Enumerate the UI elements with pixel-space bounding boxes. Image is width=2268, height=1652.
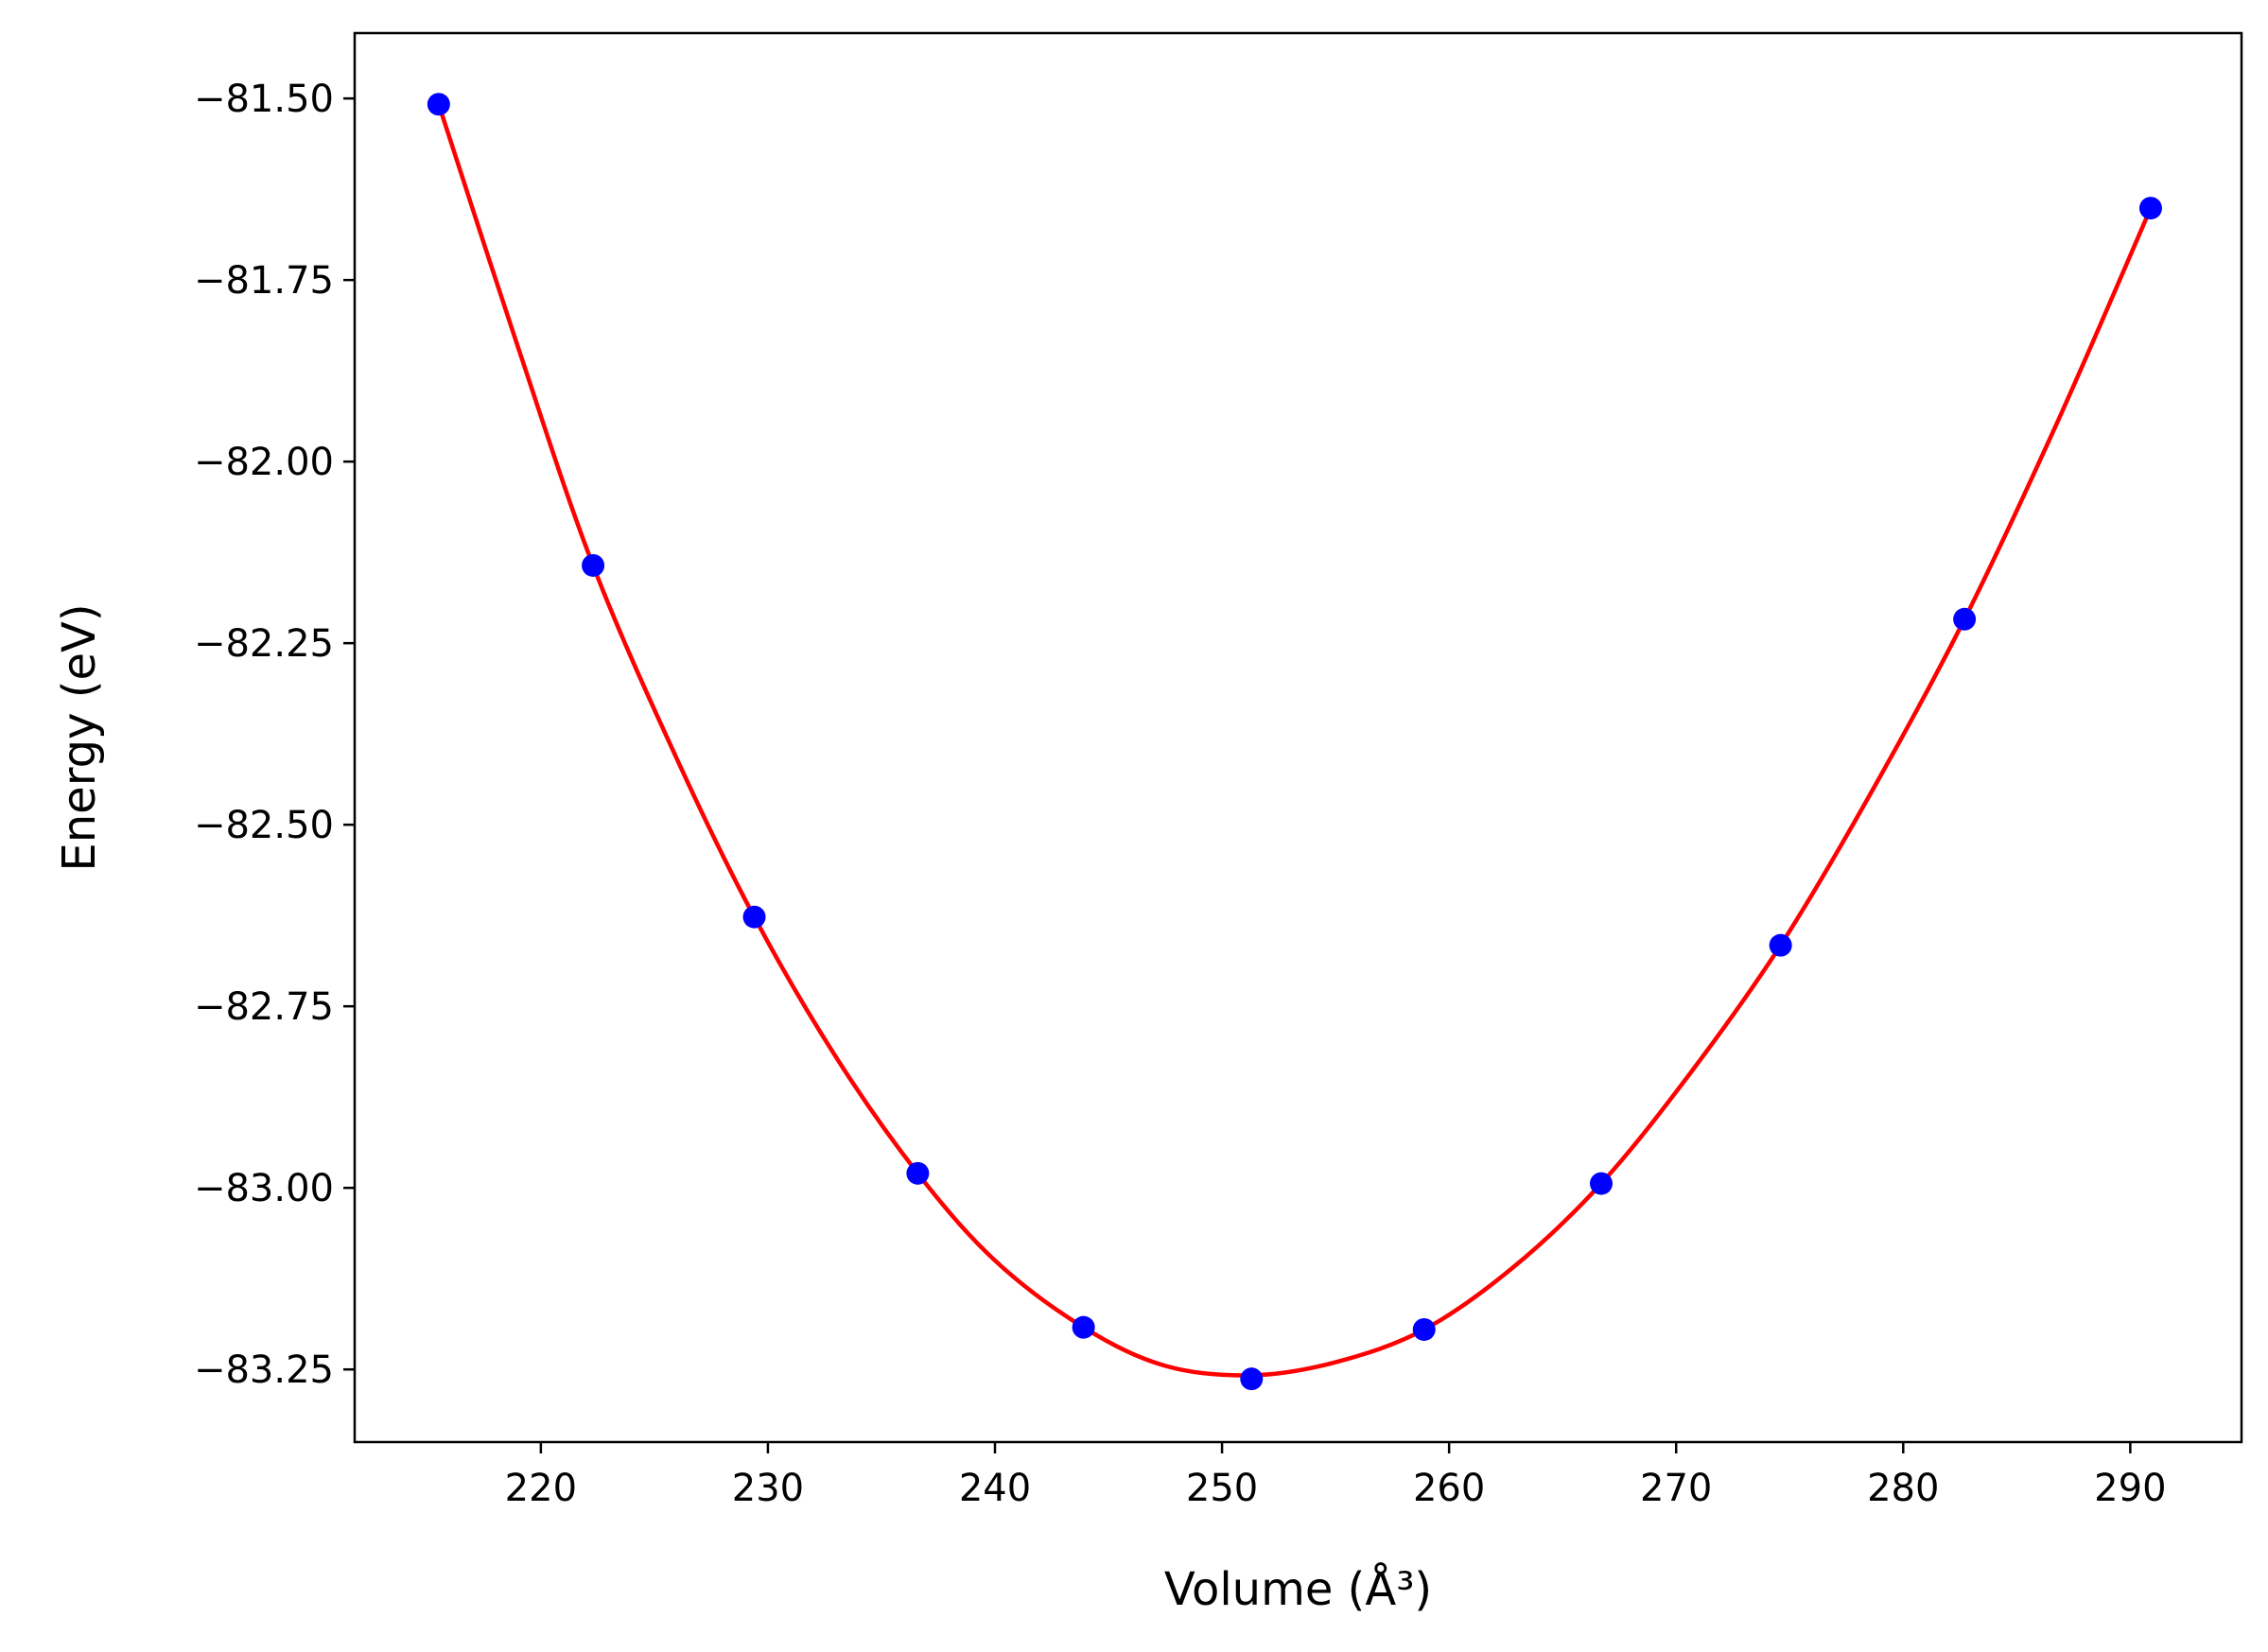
x-axis-ticks: 220 230 240 250 260 270 280 290: [505, 1442, 2167, 1510]
plot-area: [427, 93, 2162, 1391]
x-tick-label: 230: [732, 1467, 804, 1510]
x-tick-label: 240: [959, 1467, 1031, 1510]
data-point: [1412, 1317, 1436, 1341]
data-point: [427, 93, 450, 116]
x-tick-label: 260: [1413, 1467, 1485, 1510]
data-point: [1072, 1315, 1095, 1339]
data-point: [2138, 197, 2162, 220]
y-tick-label: −83.25: [194, 1348, 334, 1392]
x-axis-label: Volume (Å³): [1164, 1562, 1432, 1616]
y-tick-label: −82.50: [194, 804, 334, 847]
y-tick-label: −81.50: [194, 78, 334, 121]
y-tick-label: −82.25: [194, 622, 334, 666]
data-point: [1589, 1172, 1613, 1195]
data-point: [1953, 607, 1977, 631]
axes-frame: [353, 31, 2243, 1444]
x-tick-label: 270: [1640, 1467, 1712, 1510]
data-point: [1240, 1367, 1264, 1391]
data-point: [742, 905, 766, 929]
y-tick-label: −83.00: [194, 1167, 334, 1210]
y-tick-label: −82.00: [194, 441, 334, 484]
y-tick-label: −81.75: [194, 259, 334, 303]
y-tick-label: −82.75: [194, 985, 334, 1029]
data-point: [582, 553, 605, 577]
data-point: [1769, 933, 1792, 957]
x-tick-label: 220: [505, 1467, 577, 1510]
x-tick-label: 250: [1186, 1467, 1258, 1510]
data-point: [906, 1161, 930, 1185]
y-axis-ticks: −81.50 −81.75 −82.00 −82.25 −82.50 −82.75 −83.…: [194, 78, 355, 1392]
y-axis-label: Energy (eV): [53, 603, 106, 871]
x-tick-label: 290: [2094, 1467, 2166, 1510]
x-tick-label: 280: [1867, 1467, 1939, 1510]
